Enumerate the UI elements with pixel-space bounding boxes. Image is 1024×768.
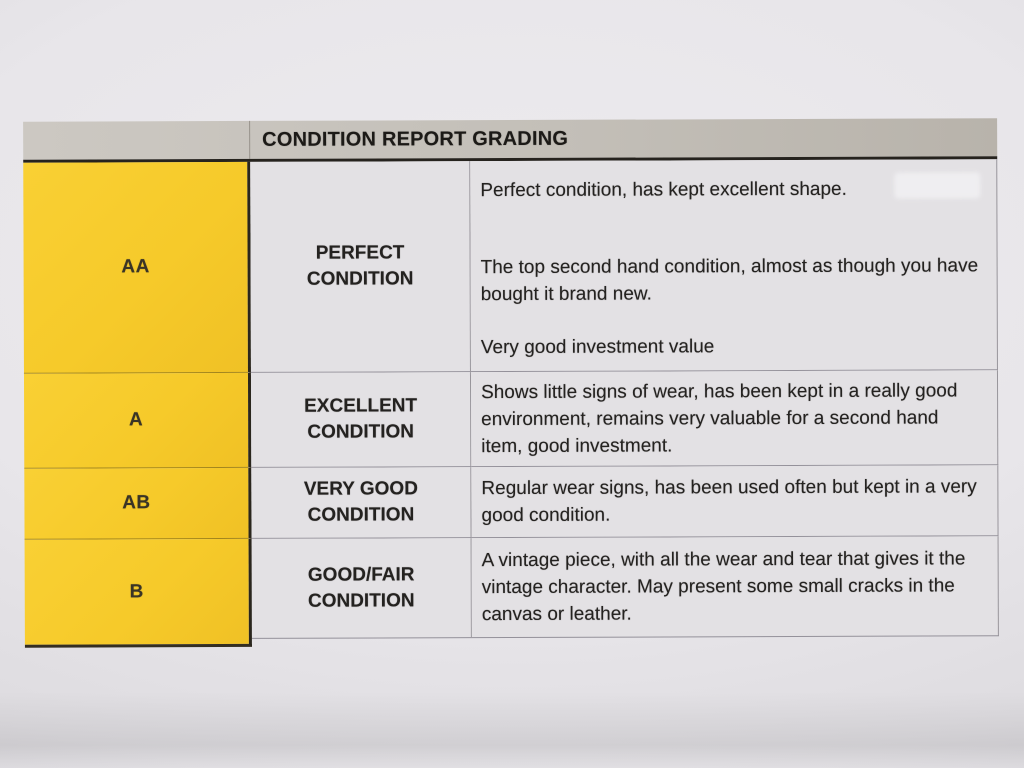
- condition-title-line: PERFECT: [315, 242, 405, 264]
- table-row-aa: AA PERFECT CONDITION Perfect condition, …: [23, 159, 998, 374]
- description-paragraph: Very good investment value: [480, 336, 715, 359]
- table-row-ab: AB VERY GOOD CONDITION Regular wear sign…: [24, 465, 999, 540]
- condition-title-b: GOOD/FAIR CONDITION: [251, 538, 472, 639]
- grade-label: AB: [122, 492, 151, 514]
- condition-grading-table: CONDITION REPORT GRADING AA PERFECT COND…: [23, 118, 999, 648]
- condition-title-line: GOOD/FAIR: [307, 563, 415, 586]
- table-header-spacer: [23, 120, 251, 160]
- condition-description-a: Shows little signs of wear, has been kep…: [470, 370, 999, 468]
- condition-title-line: EXCELLENT: [304, 395, 418, 417]
- condition-title-ab: VERY GOOD CONDITION: [251, 467, 472, 539]
- condition-description-b: A vintage piece, with all the wear and t…: [471, 536, 999, 639]
- condition-title-line: VERY GOOD: [303, 478, 418, 500]
- description-paragraph: Regular wear signs, has been used often …: [481, 476, 977, 527]
- condition-title-line: CONDITION: [307, 504, 415, 526]
- description-paragraph: A vintage piece, with all the wear and t…: [481, 548, 966, 626]
- grade-label: AA: [121, 256, 150, 278]
- condition-title-line: CONDITION: [306, 268, 414, 290]
- table-header-title: CONDITION REPORT GRADING: [262, 127, 569, 151]
- condition-description-aa: Perfect condition, has kept excellent sh…: [470, 159, 998, 373]
- condition-title-a: EXCELLENT CONDITION: [250, 372, 472, 468]
- grade-label: A: [128, 409, 144, 431]
- condition-description-ab: Regular wear signs, has been used often …: [471, 465, 999, 539]
- grade-cell-aa: AA: [23, 161, 251, 374]
- table-header: CONDITION REPORT GRADING: [23, 118, 998, 163]
- grade-cell-a: A: [23, 372, 252, 469]
- grade-cell-b: B: [24, 538, 252, 648]
- grade-cell-ab: AB: [24, 467, 252, 540]
- condition-title-line: CONDITION: [307, 421, 415, 443]
- condition-title-aa: PERFECT CONDITION: [250, 161, 471, 373]
- table-row-a: A EXCELLENT CONDITION Shows little signs…: [23, 370, 999, 469]
- description-paragraph: The top second hand condition, almost as…: [480, 255, 979, 306]
- description-paragraph: Perfect condition, has kept excellent sh…: [480, 178, 847, 202]
- description-paragraph: Shows little signs of wear, has been kep…: [481, 379, 958, 457]
- condition-title-line: CONDITION: [307, 589, 415, 612]
- table-row-b: B GOOD/FAIR CONDITION A vintage piece, w…: [24, 536, 999, 648]
- grade-label: B: [129, 580, 144, 602]
